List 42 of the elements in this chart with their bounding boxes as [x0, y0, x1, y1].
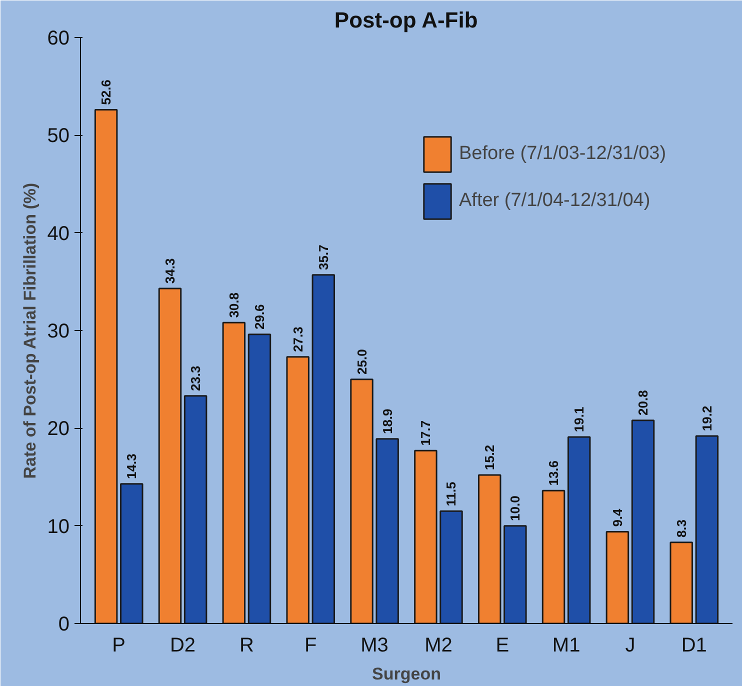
x-tick-label: R [239, 634, 254, 656]
data-label: 8.3 [674, 519, 689, 538]
legend-label: Before (7/1/03-12/31/03) [459, 143, 666, 165]
y-tick-label: 30 [47, 320, 70, 342]
data-label: 15.2 [482, 444, 498, 470]
legend-label: After (7/1/04-12/31/04) [459, 190, 650, 212]
data-label: 13.6 [546, 460, 562, 486]
data-label: 52.6 [98, 80, 114, 105]
y-tick-label: 50 [47, 125, 70, 148]
x-tick-label: M3 [360, 634, 388, 656]
data-label: 17.7 [418, 420, 434, 446]
data-label: 30.8 [226, 292, 242, 318]
data-label: 34.3 [162, 258, 178, 284]
data-label: 20.8 [636, 390, 651, 416]
chart-title: Post-op A-Fib [334, 8, 478, 32]
x-tick-label: P [112, 634, 126, 656]
data-label: 25.0 [354, 349, 370, 374]
y-axis-title: Rate of Post-op Atrial Fibrillation (%) [20, 182, 40, 479]
x-tick-label: M1 [552, 634, 580, 656]
data-label: 19.1 [572, 406, 587, 432]
data-label: 9.4 [610, 508, 625, 527]
y-tick-label: 20 [47, 418, 70, 440]
data-label: 27.3 [290, 326, 306, 352]
y-tick-label: 40 [47, 222, 70, 245]
x-tick-label: E [496, 634, 510, 656]
data-label: 23.3 [188, 366, 204, 392]
x-tick-label: F [304, 634, 317, 656]
x-tick-label: J [625, 634, 636, 656]
x-tick-label: D1 [681, 634, 707, 656]
data-label: 11.5 [444, 482, 459, 506]
x-axis-title: Surgeon [372, 664, 441, 684]
data-label: 35.7 [316, 244, 331, 270]
x-tick-label: D2 [170, 634, 196, 656]
data-label: 14.3 [124, 454, 140, 479]
x-tick-label: M2 [424, 634, 452, 656]
y-tick-label: 60 [47, 28, 70, 50]
data-label: 19.2 [699, 406, 714, 432]
data-label: 18.9 [380, 408, 395, 434]
data-label: 10.0 [508, 496, 523, 521]
y-tick-label: 10 [47, 516, 70, 538]
data-label: 29.6 [252, 304, 267, 330]
y-tick-label: 0 [58, 614, 70, 636]
